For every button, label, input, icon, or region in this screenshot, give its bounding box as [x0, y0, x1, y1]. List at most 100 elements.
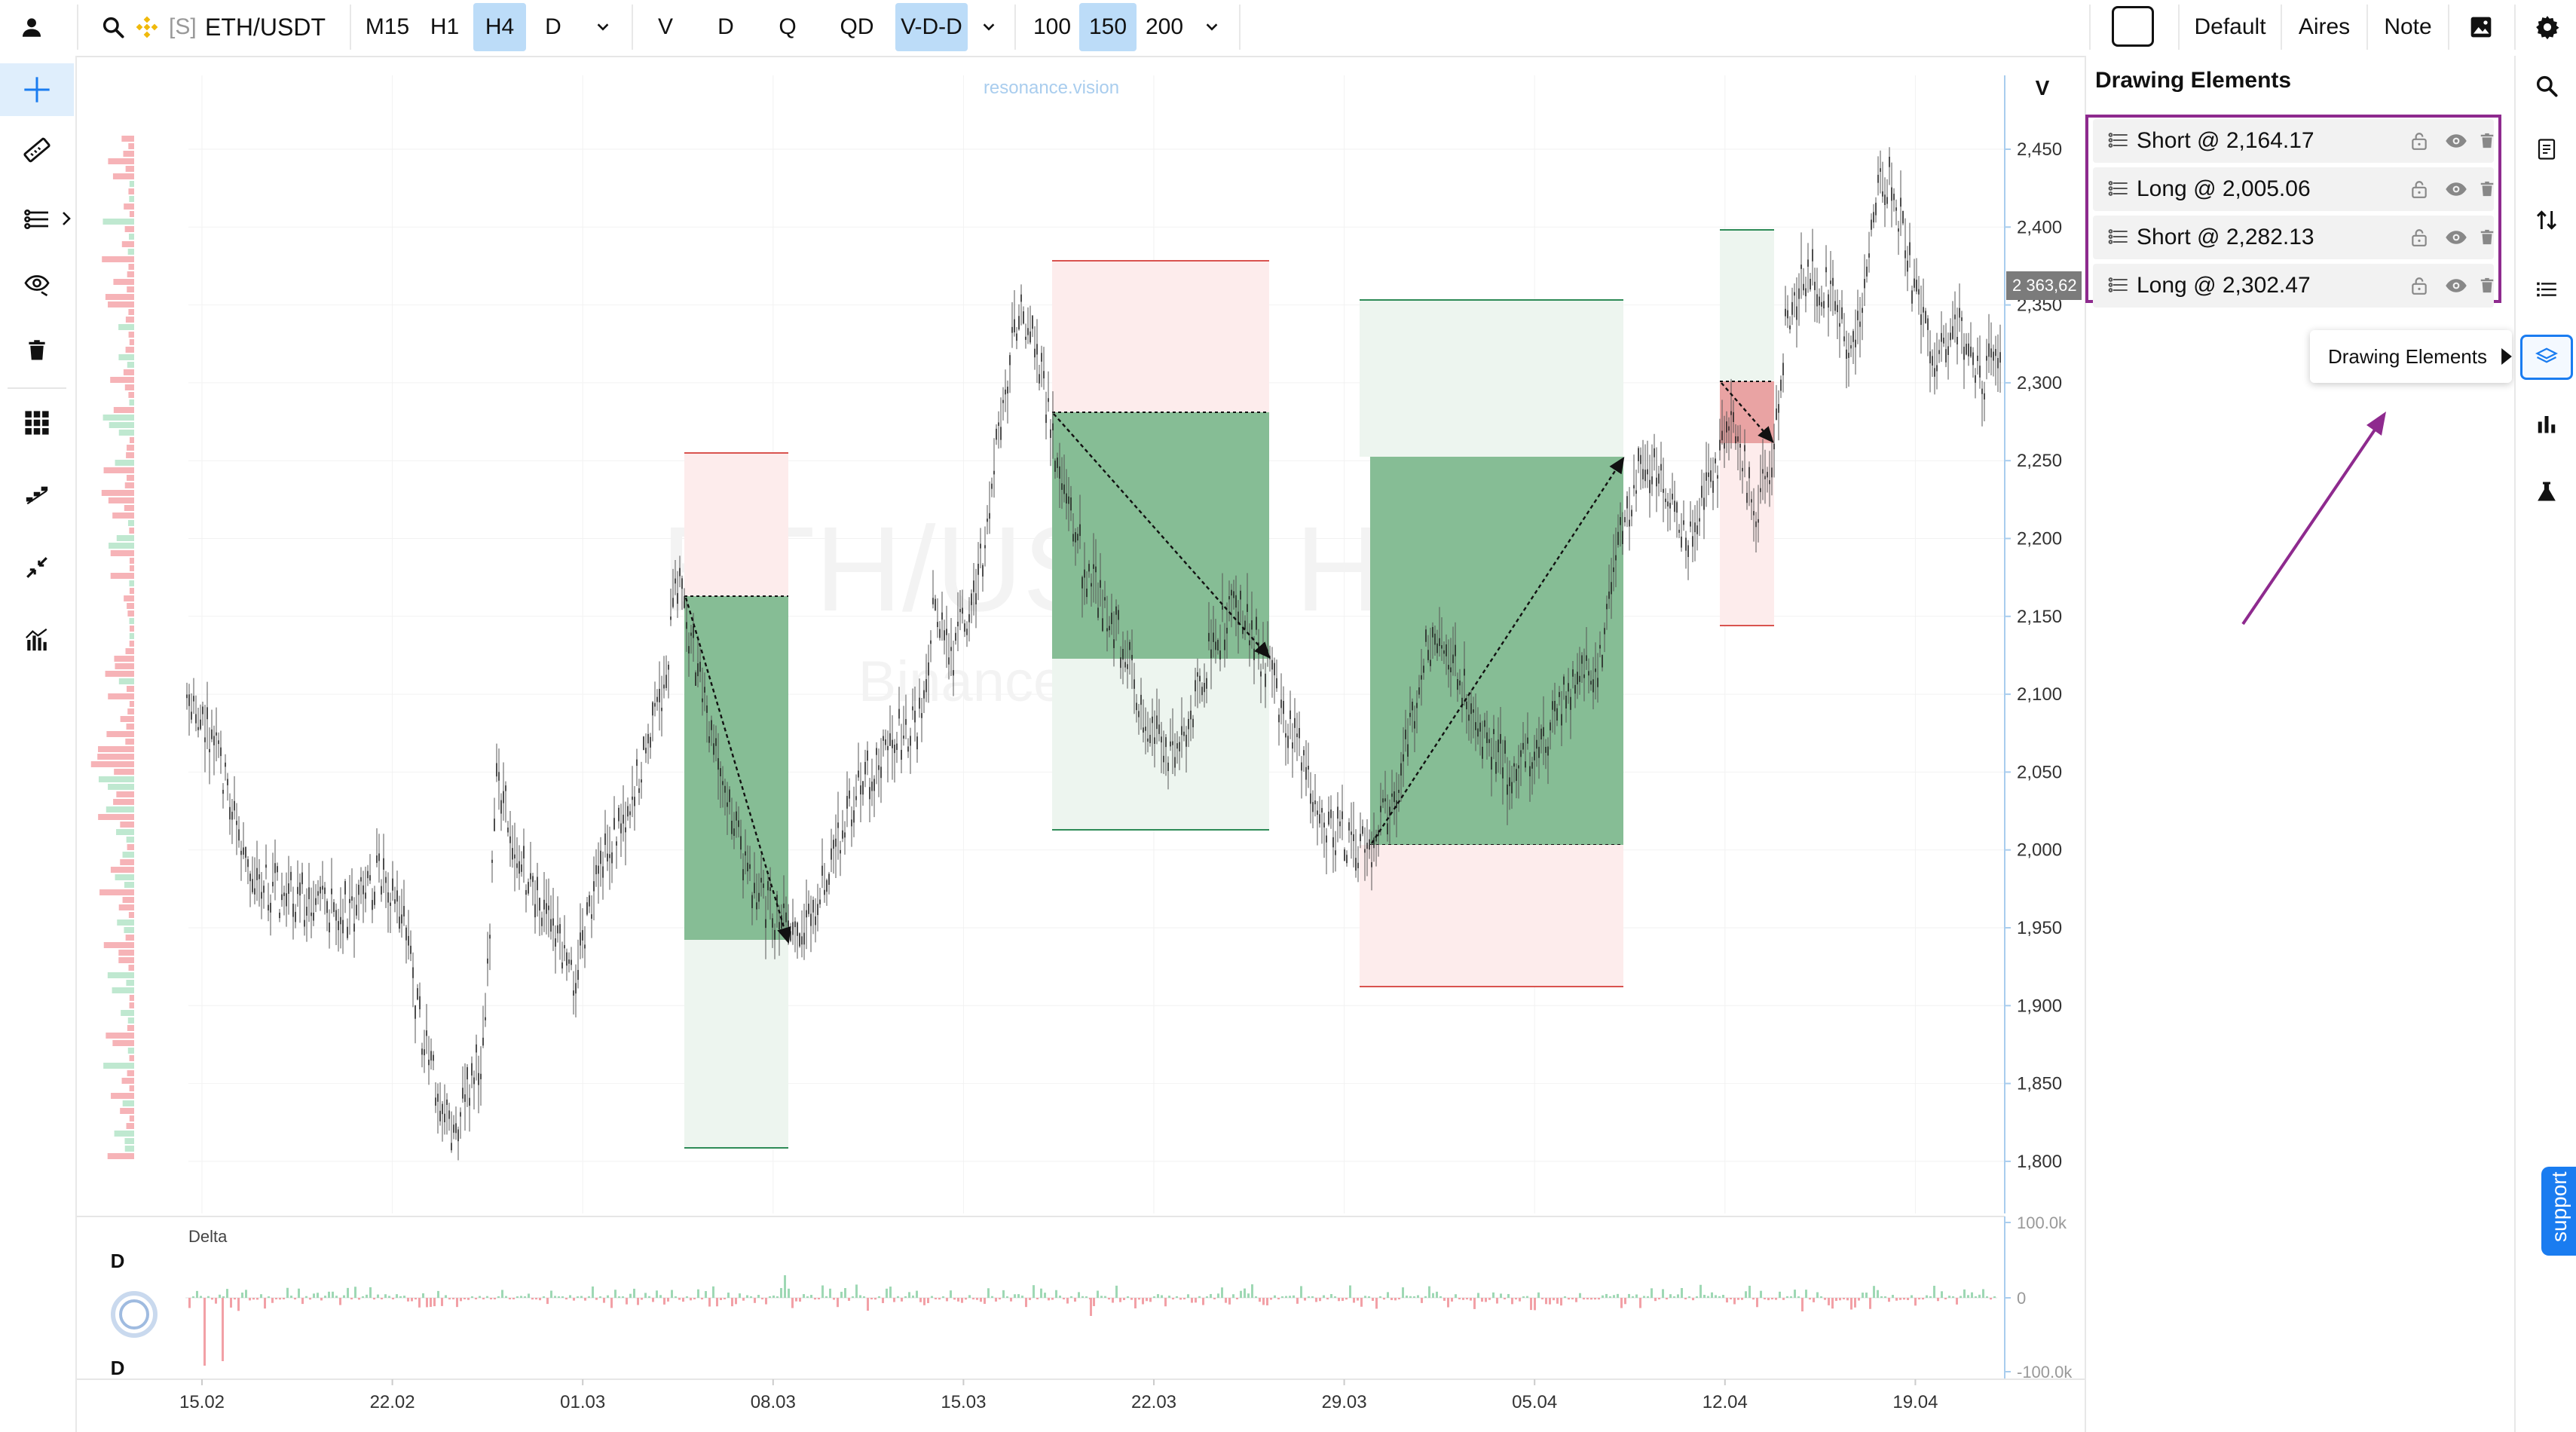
candle-body: [1631, 509, 1632, 517]
symbol-search[interactable]: [S] ETH/USDT: [84, 0, 341, 54]
preset-default-button[interactable]: Default: [2194, 14, 2266, 39]
candle-body: [1825, 267, 1827, 273]
delta-bar: [818, 1298, 820, 1300]
trash-icon[interactable]: [2479, 274, 2495, 297]
candle-body: [1299, 727, 1300, 739]
preset-aires-button[interactable]: Aires: [2298, 14, 2351, 39]
drawing-element-row[interactable]: Short @ 2,164.17: [2093, 119, 2494, 163]
delta-bar: [927, 1298, 929, 1303]
trash-icon[interactable]: [2479, 226, 2495, 249]
short-position-2[interactable]: [1052, 260, 1269, 831]
candle-body: [889, 733, 891, 746]
candle-body: [1961, 317, 1963, 321]
volume-profile: [90, 136, 134, 1159]
volume-profile-bar: [121, 1078, 134, 1084]
candle-body: [1923, 307, 1924, 313]
candle-body: [437, 1094, 439, 1102]
panel-title: Drawing Elements: [2095, 68, 2292, 93]
size-100-button[interactable]: 100: [1033, 14, 1072, 39]
settings-button[interactable]: [2525, 6, 2570, 48]
candle-body: [987, 519, 988, 522]
search-button[interactable]: [2516, 59, 2576, 113]
drawing-element-row[interactable]: Long @ 2,302.47: [2093, 264, 2494, 308]
candle-body: [824, 889, 825, 895]
notes-button[interactable]: [2516, 122, 2576, 176]
snapshot-button[interactable]: [2455, 6, 2507, 48]
drawing-element-row[interactable]: Short @ 2,282.13: [2093, 216, 2494, 259]
sort-button[interactable]: [2516, 193, 2576, 247]
mode-dropdown[interactable]: [972, 12, 1005, 42]
pattern-tool[interactable]: [0, 469, 74, 522]
delta-bar: [415, 1298, 417, 1300]
price-axis-label: 2,450: [2017, 139, 2062, 160]
candle-body: [1735, 436, 1736, 444]
long-position-1[interactable]: [1360, 299, 1623, 987]
candle-body: [797, 923, 798, 936]
delete-drawings-tool[interactable]: [0, 324, 74, 377]
eye-icon[interactable]: [2444, 178, 2468, 200]
eye-icon[interactable]: [2444, 130, 2468, 152]
lock-icon[interactable]: [2409, 226, 2429, 249]
candle-body: [1129, 641, 1130, 650]
chart-stats-button[interactable]: [2516, 396, 2576, 451]
delta-bar: [1960, 1296, 1962, 1298]
short-position-1[interactable]: [684, 452, 788, 1149]
lock-icon[interactable]: [2409, 130, 2429, 152]
drawing-elements-button[interactable]: [2516, 330, 2576, 384]
timeframe-d-button[interactable]: D: [545, 14, 561, 39]
list-button[interactable]: [2516, 262, 2576, 317]
trash-icon: [29, 340, 45, 360]
mode-q-button[interactable]: Q: [779, 14, 797, 39]
support-button[interactable]: support: [2541, 1167, 2576, 1256]
delta-bar: [558, 1296, 560, 1298]
lock-icon[interactable]: [2409, 178, 2429, 200]
delta-bar: [324, 1296, 326, 1298]
mode-v-button[interactable]: V: [657, 14, 673, 39]
eye-icon[interactable]: [2444, 226, 2468, 249]
candle-body: [1326, 835, 1327, 843]
candle-body: [670, 617, 672, 620]
layout-grid-tool[interactable]: [0, 396, 74, 449]
visibility-tool[interactable]: [0, 258, 74, 311]
eye-icon[interactable]: [2444, 274, 2468, 297]
long-position-2[interactable]: [1720, 229, 1774, 626]
timeframe-h1-button[interactable]: H1: [430, 14, 460, 39]
candle-body: [1977, 355, 1978, 362]
trash-icon[interactable]: [2479, 178, 2495, 200]
position-tool[interactable]: [0, 193, 74, 246]
mode-vdd-button[interactable]: V-D-D: [895, 3, 968, 51]
volume-profile-bar: [109, 543, 134, 549]
lock-icon[interactable]: [2409, 274, 2429, 297]
timeframe-m15-button[interactable]: M15: [365, 14, 410, 39]
compress-tool[interactable]: [0, 541, 74, 594]
candle-body: [577, 969, 579, 981]
delta-bar: [1021, 1296, 1023, 1298]
crosshair-tool[interactable]: [0, 63, 74, 116]
delta-bar: [837, 1298, 839, 1308]
ruler-tool[interactable]: [0, 124, 74, 176]
trash-icon[interactable]: [2479, 130, 2495, 152]
note-button[interactable]: Note: [2384, 14, 2432, 39]
timeframe-dropdown[interactable]: [582, 12, 624, 42]
price-chart[interactable]: ETH/USDT H4 Binance (Spot) resonance.vis…: [77, 57, 2085, 1432]
candle-body: [1088, 564, 1090, 572]
candle-body: [819, 899, 821, 904]
timeframe-h4-button[interactable]: H4: [473, 3, 526, 51]
candle-body: [1945, 349, 1947, 363]
lab-button[interactable]: [2516, 464, 2576, 519]
volume-profile-bar: [129, 399, 134, 405]
candle-body: [1773, 443, 1775, 450]
size-dropdown[interactable]: [1195, 12, 1228, 42]
mode-d-button[interactable]: D: [717, 14, 734, 39]
candle-body: [552, 918, 554, 926]
size-150-button[interactable]: 150: [1079, 3, 1137, 51]
size-200-button[interactable]: 200: [1145, 14, 1184, 39]
layout-toggle-button[interactable]: [2112, 6, 2154, 47]
indicator-tool[interactable]: [0, 613, 74, 666]
user-button[interactable]: [8, 3, 56, 51]
delta-bar: [1066, 1298, 1069, 1304]
position-tool-expand[interactable]: [59, 205, 74, 232]
drawing-element-row[interactable]: Long @ 2,005.06: [2093, 167, 2494, 211]
mode-qd-button[interactable]: QD: [840, 14, 874, 39]
delta-bar: [520, 1296, 522, 1298]
